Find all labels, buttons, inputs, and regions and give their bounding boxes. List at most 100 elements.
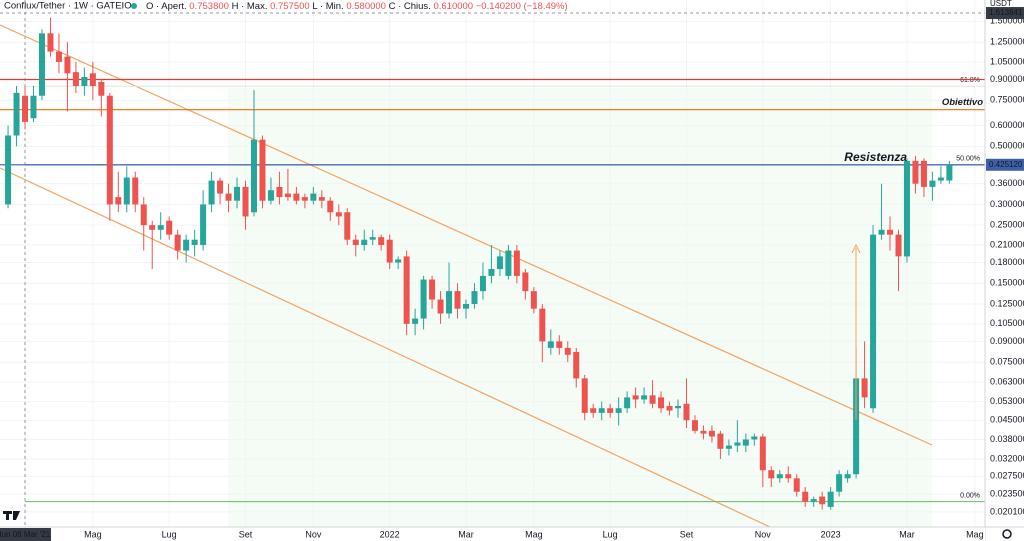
label: O · Apert. [146, 1, 187, 12]
candle-body [267, 190, 274, 201]
y-tick-label: 1.250000 [990, 36, 1024, 46]
logo [3, 511, 20, 520]
candle-body [725, 445, 732, 449]
candle-body [547, 341, 554, 348]
candle-body [242, 186, 249, 217]
candle-body [793, 478, 800, 492]
time-axis [0, 527, 985, 541]
candle-body [378, 237, 385, 246]
value: −0.140200 (−18.49%) [476, 1, 568, 12]
y-tick-label: 0.180000 [990, 257, 1024, 267]
crosshair-price-tag [986, 7, 1024, 20]
value: 0.753800 [189, 1, 229, 12]
axes: 1.500000 1.250000 1.050000 0.900000 0.750000… [0, 7, 1024, 541]
candle-body [208, 180, 215, 205]
candle-body [717, 433, 724, 449]
level-label: Resistenza [844, 150, 907, 164]
candle-body [479, 275, 486, 292]
candle-body [276, 186, 283, 198]
candle-body [590, 408, 597, 413]
candle-body [284, 193, 291, 198]
candle-body [802, 491, 809, 502]
x-tick-label: Mar [458, 529, 474, 539]
y-tick-label: 0.063000 [990, 376, 1024, 386]
candle-body [666, 405, 673, 411]
candle-body [22, 95, 29, 122]
candle-body [929, 180, 936, 187]
y-tick-label: 0.075000 [990, 356, 1024, 366]
candles [5, 17, 953, 510]
y-tick-label: 0.045000 [990, 415, 1024, 425]
candle-body [13, 92, 20, 136]
fib-label: 61.8% [960, 77, 980, 84]
x-tick-label: Lug [162, 529, 177, 539]
arrow-head [851, 243, 861, 254]
candle-body [259, 139, 266, 201]
candle-body [89, 73, 96, 86]
x-tick-label: lun 08 Mar '21 [0, 530, 51, 539]
candle-body [785, 474, 792, 479]
y-tick-label: 0.125000 [990, 298, 1024, 308]
candle-body [250, 139, 257, 213]
candle-body [641, 395, 648, 400]
candle-body [895, 234, 902, 257]
candle-body [759, 436, 766, 471]
candle-body [98, 82, 105, 96]
fib-zone [228, 88, 932, 527]
candle-body [861, 378, 868, 398]
candle-body [115, 197, 122, 205]
candle-body [200, 204, 207, 246]
candle-body [530, 291, 537, 309]
candle-body [488, 269, 495, 276]
candle-body [183, 239, 190, 251]
candle-body [573, 351, 580, 379]
candle-body [819, 496, 826, 505]
currency: USDT [990, 0, 1012, 8]
candle-body [658, 397, 665, 409]
x-tick-label: Mag [84, 529, 102, 539]
candle-body [632, 395, 639, 400]
candle-body [437, 299, 444, 314]
candle-body [38, 33, 45, 96]
candle-body [335, 212, 342, 217]
candle-body [903, 160, 910, 257]
candle-body [581, 378, 588, 413]
candle-body [836, 474, 843, 492]
y-tick-label: 0.038000 [990, 434, 1024, 444]
crosshair-price-label: 1.613841 [989, 8, 1023, 17]
candle-body [751, 436, 758, 440]
candle-body [132, 177, 139, 205]
settings-icon[interactable] [1002, 529, 1012, 539]
y-tick-label: 0.900000 [990, 74, 1024, 84]
candle-body [683, 403, 690, 421]
candle-body [30, 95, 37, 119]
candle-body [887, 229, 894, 235]
candle-body [691, 420, 698, 431]
candle-body [471, 291, 478, 305]
candle-body [293, 193, 300, 201]
candle-body [386, 239, 393, 263]
candle-body [174, 234, 181, 251]
x-tick-label: Set [680, 529, 694, 539]
candle-body [734, 442, 741, 446]
candle-body [318, 197, 325, 201]
candle-body [454, 291, 461, 309]
candle-body [556, 341, 563, 348]
x-tick-label: Mag [966, 529, 984, 539]
x-tick-label: Lug [603, 529, 618, 539]
y-tick-label: 0.600000 [990, 120, 1024, 130]
candle-body [106, 95, 113, 205]
candle-body [462, 304, 469, 309]
x-tick-label: Mag [525, 529, 543, 539]
candle-body [649, 395, 656, 404]
last-price-label: 0.425120 [989, 160, 1023, 169]
candle-body [607, 408, 614, 413]
candle-body [140, 204, 147, 226]
candle-body [412, 318, 419, 324]
channel-upper [0, 24, 933, 446]
candle-body [496, 256, 503, 270]
level-label: Obiettivo [942, 97, 983, 108]
candle-body [768, 470, 775, 479]
candle-body [912, 160, 919, 184]
candle-body [369, 237, 376, 240]
